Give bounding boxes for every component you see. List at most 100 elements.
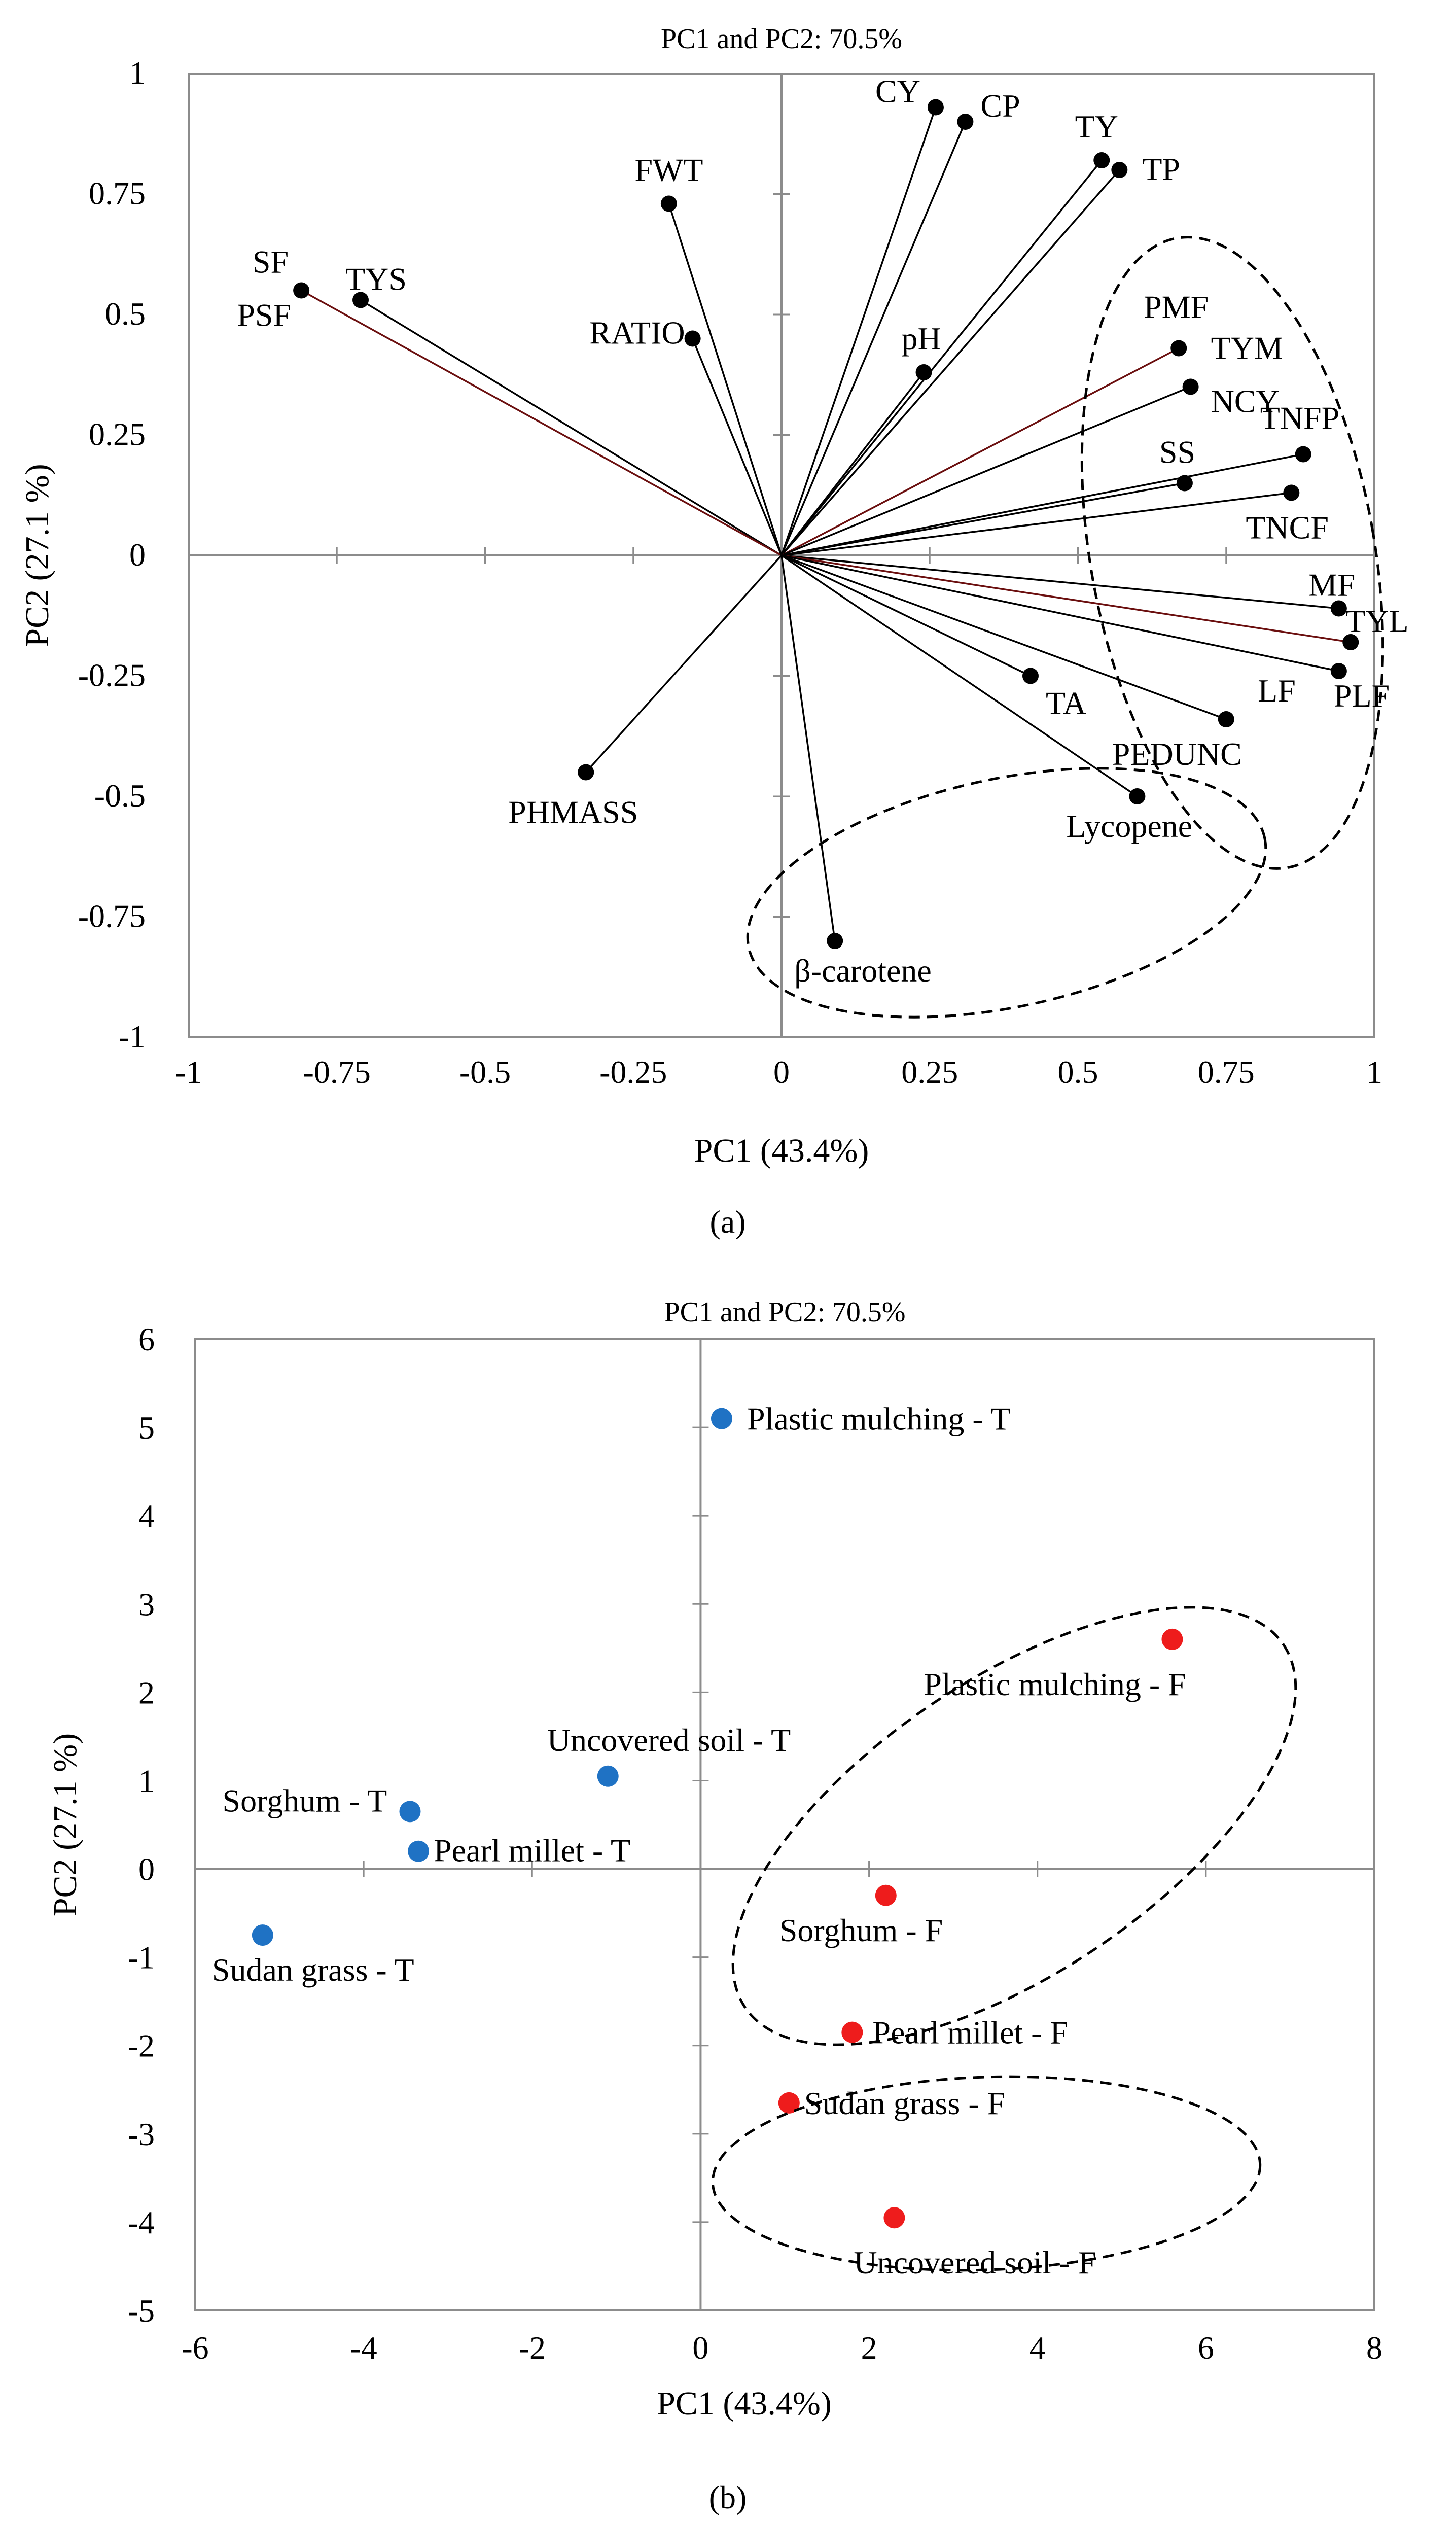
- point-label: FWT: [634, 152, 703, 188]
- point-label: TYL: [1345, 603, 1408, 639]
- point-label: pH: [901, 321, 941, 357]
- y-tick-label: -3: [128, 2116, 155, 2152]
- point-label: TA: [1046, 685, 1086, 721]
- x-tick-label: 0: [692, 2330, 708, 2366]
- y-tick-label: -1: [128, 1940, 155, 1976]
- point-label: TY: [1075, 109, 1118, 145]
- point-extra-label: LF: [1258, 673, 1296, 709]
- point-label: PHMASS: [508, 794, 638, 830]
- y-tick-label: 1: [129, 55, 146, 91]
- y-tick-label: -0.25: [78, 657, 146, 693]
- cluster-ellipse: [731, 1606, 1297, 2046]
- x-tick-label: -0.5: [459, 1054, 511, 1090]
- score-point-label: Sudan grass - F: [804, 2085, 1005, 2121]
- chart-title: PC1 and PC2: 70.5%: [661, 23, 902, 55]
- point-β-carotene: [827, 933, 843, 949]
- score-point: [841, 2021, 863, 2043]
- point-tyl: [1342, 634, 1359, 650]
- x-tick-label: 4: [1029, 2330, 1046, 2366]
- point-ta: [1022, 668, 1039, 684]
- panel-a: PC1 and PC2: 70.5% -1 -0.75 -0.5 -0.25 0 0.25 0…: [19, 23, 1409, 1169]
- y-tick-label: 0: [129, 537, 146, 573]
- y-axis-title: PC2 (27.1 %): [47, 1733, 84, 1916]
- vector-fwt: [668, 203, 783, 556]
- point-ph: [915, 364, 932, 380]
- score-point-label: Uncovered soil - F: [854, 2245, 1096, 2281]
- cluster-ellipse: [746, 767, 1267, 1019]
- point-label: TYS: [345, 261, 407, 297]
- panel-b: PC1 and PC2: 70.5% -6 -4 -2 0 2 4 6 8 -5 -4 -3 -2 -1 0…: [47, 1296, 1382, 2422]
- vector-ty: [780, 159, 1103, 556]
- score-point-label: Sorghum - F: [779, 1912, 943, 1948]
- y-tick-label: 5: [138, 1410, 155, 1446]
- point-cy: [927, 99, 944, 116]
- score-point: [408, 1840, 430, 1862]
- vector-pedunc: [781, 554, 1227, 720]
- x-tick-label: 1: [1366, 1054, 1382, 1090]
- x-axis-title: PC1 (43.4%): [657, 2385, 832, 2422]
- panel-a-caption: (a): [709, 1204, 745, 1240]
- chart-title: PC1 and PC2: 70.5%: [664, 1296, 905, 1328]
- score-point-label: Plastic mulching - T: [747, 1401, 1011, 1437]
- y-tick-label: -0.75: [78, 898, 146, 934]
- point-tym: [1182, 378, 1199, 395]
- point-lycopene: [1129, 788, 1146, 804]
- point-ty: [1093, 152, 1110, 168]
- vector-sf: [301, 289, 782, 556]
- x-tick-label: -1: [175, 1054, 202, 1090]
- vector-ratio: [692, 338, 783, 556]
- y-tick-label: -5: [128, 2293, 155, 2329]
- vector-cy: [780, 107, 937, 556]
- point-label: TP: [1142, 151, 1180, 187]
- y-tick-label: -2: [128, 2028, 155, 2064]
- point-phmass: [578, 764, 594, 781]
- x-tick-label: 2: [861, 2330, 877, 2366]
- point-ss: [1176, 475, 1193, 492]
- y-tick-label: 0.5: [105, 296, 146, 332]
- score-point-label: Pearl millet - T: [434, 1833, 630, 1869]
- x-tick-label: 0: [773, 1054, 790, 1090]
- vector-phmass: [585, 554, 783, 773]
- score-point: [252, 1924, 273, 1946]
- score-point: [875, 1884, 897, 1906]
- y-tick-label: 0.75: [89, 176, 146, 212]
- vector-tnfp: [781, 453, 1304, 556]
- vector-ta: [781, 554, 1031, 677]
- y-tick-label: -4: [128, 2204, 155, 2240]
- y-tick-label: -1: [119, 1019, 146, 1055]
- x-tick-label: 8: [1366, 2330, 1382, 2366]
- point-fwt: [660, 195, 677, 212]
- point-tp: [1111, 162, 1128, 178]
- x-tick-label: -2: [519, 2330, 546, 2366]
- y-tick-label: 4: [138, 1498, 155, 1534]
- y-axis-title: PC2 (27.1 %): [19, 464, 56, 647]
- y-tick-label: 3: [138, 1586, 155, 1622]
- vector-lycopene: [781, 554, 1138, 797]
- point-label: PEDUNC: [1112, 736, 1242, 772]
- cluster-ellipse: [711, 2075, 1262, 2272]
- vector-ph: [780, 371, 925, 556]
- vector-tp: [780, 169, 1120, 556]
- cluster-ellipse: [1080, 236, 1384, 870]
- point-label: CY: [875, 74, 920, 110]
- y-tick-label: -0.5: [94, 778, 146, 814]
- x-tick-label: 0.75: [1198, 1054, 1255, 1090]
- score-point: [711, 1408, 732, 1429]
- x-tick-label: 0.25: [901, 1054, 958, 1090]
- vector-tys: [360, 299, 782, 556]
- panel-b-caption: (b): [709, 2479, 747, 2515]
- point-label: TNFP: [1260, 400, 1340, 436]
- point-extra-label: NCY: [1211, 383, 1280, 419]
- point-tys: [352, 292, 369, 308]
- x-tick-label: -0.25: [599, 1054, 667, 1090]
- vector-pmf: [781, 347, 1180, 556]
- score-point-label: Uncovered soil - T: [547, 1722, 791, 1758]
- point-label: RATIO: [589, 315, 685, 351]
- score-point-label: Sudan grass - T: [212, 1952, 414, 1988]
- point-label: Lycopene: [1066, 808, 1192, 844]
- x-tick-label: -0.75: [303, 1054, 371, 1090]
- vector-mf: [781, 554, 1339, 610]
- x-axis-title: PC1 (43.4%): [694, 1132, 869, 1169]
- point-sf: [293, 282, 310, 299]
- y-tick-label: 2: [138, 1674, 155, 1710]
